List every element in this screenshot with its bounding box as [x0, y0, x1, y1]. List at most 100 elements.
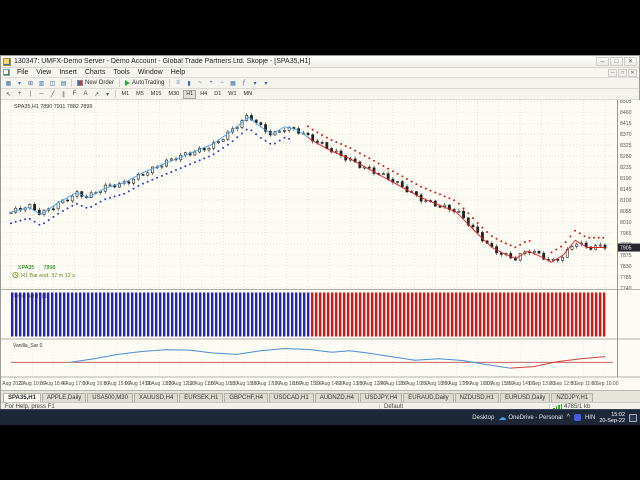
tray-app-icon[interactable] — [573, 414, 581, 421]
timeframe-button[interactable]: D1 — [214, 91, 222, 97]
svg-text:2 Sep 12:00: 2 Sep 12:00 — [549, 381, 576, 387]
symbol-tab[interactable]: GBPCHF,H4 — [224, 393, 268, 402]
menu-item[interactable]: Window — [137, 69, 163, 76]
svg-text:6 Sep 10:00: 6 Sep 10:00 — [592, 381, 619, 387]
symbol-tab[interactable]: APPLE,Daily — [41, 393, 87, 402]
timeframe-button[interactable]: M30 — [168, 91, 180, 97]
timeframe-button[interactable]: W1 — [228, 91, 237, 97]
svg-text:8370: 8370 — [620, 132, 632, 138]
terminal-icon[interactable]: ▤ — [60, 80, 67, 87]
tray-expand-icon[interactable]: ^ — [566, 414, 570, 421]
zoom-in-icon[interactable]: + — [209, 80, 213, 86]
svg-text:SPA35 7898: SPA35 7898 — [18, 265, 55, 271]
shapes-dropdown-icon[interactable]: ▾ — [105, 91, 109, 98]
chart-area[interactable]: 8505 8460 8415 8370 8325 8280 8235 8190 8145 8100… — [1, 100, 640, 390]
svg-text:8505: 8505 — [620, 100, 632, 105]
status-profile[interactable]: Default — [379, 403, 549, 410]
timeframe-button[interactable]: M5 — [136, 91, 144, 97]
cursor-tool-icon[interactable]: ↖ — [5, 91, 12, 98]
periods-dropdown-icon[interactable]: ▾ — [253, 80, 257, 87]
connection-bars-icon — [553, 403, 562, 410]
svg-text:8325: 8325 — [620, 143, 632, 149]
chart-candles-icon[interactable]: ▮ — [187, 80, 191, 87]
connection-traffic: 4785/1 kb — [564, 403, 591, 410]
tile-windows-icon[interactable]: ▦ — [230, 80, 236, 87]
svg-text:3 Aug 10:00: 3 Aug 10:00 — [19, 381, 46, 387]
menu-item[interactable]: Tools — [113, 69, 130, 76]
menu-item[interactable]: View — [36, 69, 52, 76]
profiles-dropdown-icon[interactable]: ▾ — [17, 80, 21, 87]
timeframe-button[interactable]: H1 — [183, 89, 197, 99]
arrow-tool-icon[interactable]: ↗ — [93, 91, 100, 98]
templates-dropdown-icon[interactable]: ▾ — [264, 80, 268, 87]
fibonacci-tool-icon[interactable]: F — [72, 91, 77, 97]
chart-bars-icon[interactable]: ≡ — [176, 80, 180, 86]
title-bar[interactable]: 130347: UMFX-Demo Server - Demo Account … — [1, 56, 639, 68]
channel-tool-icon[interactable]: ∥ — [62, 91, 65, 98]
taskbar-clock[interactable]: 15:02 20-Sep-22 — [599, 412, 625, 424]
menu-item[interactable]: Help — [170, 69, 186, 76]
symbol-tab[interactable]: USDJPY,H4 — [360, 393, 403, 402]
svg-text:Vanilla_Sar 0: Vanilla_Sar 0 — [13, 343, 43, 349]
svg-text:Trend bars(1) 1: Trend bars(1) 1 — [13, 294, 47, 300]
close-button[interactable]: ✕ — [624, 57, 637, 66]
timeframe-button[interactable]: M15 — [150, 91, 162, 97]
child-minimize-button[interactable]: ─ — [608, 68, 617, 77]
new-order-button[interactable]: New Order — [74, 79, 117, 88]
onedrive-status[interactable]: ☁ OneDrive - Personal — [498, 412, 563, 422]
svg-text:16 Aug 17:00: 16 Aug 17:00 — [251, 381, 281, 387]
svg-text:1 Sep 13:00: 1 Sep 13:00 — [528, 381, 555, 387]
svg-text:7965: 7965 — [620, 231, 632, 237]
navigator-icon[interactable]: ◫ — [49, 80, 56, 87]
svg-text:8415: 8415 — [620, 121, 632, 127]
svg-text:5 Aug 16:00: 5 Aug 16:00 — [83, 381, 110, 387]
timeframe-button[interactable]: MN — [243, 91, 253, 97]
crosshair-tool-icon[interactable]: + — [17, 91, 22, 97]
symbol-tab[interactable]: EURAUD,Daily — [403, 393, 454, 402]
svg-text:5 Sep 11:00: 5 Sep 11:00 — [570, 381, 597, 387]
timeframe-buttons: M1 M5 M15 M30 H1 H4 D1 W1 MN — [118, 89, 256, 99]
menu-item[interactable]: Charts — [84, 69, 106, 76]
text-tool-icon[interactable]: A — [83, 91, 88, 97]
menu-item[interactable]: File — [17, 69, 29, 76]
data-window-icon[interactable]: ▥ — [38, 80, 45, 87]
horizontal-line-tool-icon[interactable]: ─ — [39, 91, 44, 97]
maximize-button[interactable]: □ — [610, 57, 623, 66]
vertical-line-tool-icon[interactable]: | — [29, 91, 32, 97]
symbol-tab[interactable]: USDCAD,H1 — [269, 393, 314, 402]
minimize-button[interactable]: ─ — [596, 57, 609, 66]
language-indicator[interactable]: HIN — [584, 414, 596, 421]
svg-text:10 Aug 13:00: 10 Aug 13:00 — [145, 381, 175, 387]
svg-text:23 Aug 12:00: 23 Aug 12:00 — [357, 381, 387, 387]
indicators-icon[interactable]: ƒ — [242, 80, 246, 86]
symbol-tab[interactable]: EURSEK,H1 — [179, 393, 224, 402]
desktop-toolbar[interactable]: Desktop — [472, 414, 495, 421]
svg-text:7905: 7905 — [620, 246, 632, 252]
svg-text:24 Aug 11:00: 24 Aug 11:00 — [378, 381, 407, 387]
svg-text:31 Aug 14:00: 31 Aug 14:00 — [505, 381, 535, 387]
new-chart-icon[interactable]: ▦ — [5, 80, 12, 87]
svg-text:8280: 8280 — [620, 154, 632, 160]
symbol-tab[interactable]: NZDJPY,H1 — [551, 393, 594, 402]
svg-text:7740: 7740 — [620, 286, 632, 292]
symbol-tab[interactable]: EURUSD,Daily — [499, 393, 551, 402]
zoom-out-icon[interactable]: − — [220, 80, 224, 86]
market-watch-icon[interactable]: ⊞ — [27, 80, 34, 87]
timeframe-button[interactable]: H4 — [200, 91, 208, 97]
notification-center-icon[interactable] — [629, 413, 637, 422]
trendline-tool-icon[interactable]: ╱ — [50, 91, 55, 98]
svg-text:9 Aug 14:00: 9 Aug 14:00 — [125, 381, 152, 387]
price-chart[interactable]: 8505 8460 8415 8370 8325 8280 8235 8190 8145 8100… — [1, 100, 640, 390]
menu-item[interactable]: Insert — [59, 69, 77, 76]
autotrading-button[interactable]: AutoTrading — [122, 79, 167, 88]
child-close-button[interactable]: ✕ — [628, 68, 637, 77]
symbol-tab[interactable]: NZDUSD,H1 — [454, 393, 499, 402]
timeframe-button[interactable]: M1 — [121, 91, 130, 97]
child-restore-button[interactable]: □ — [618, 68, 627, 77]
symbol-tab[interactable]: XAUUSD,H4 — [133, 393, 179, 402]
chart-line-icon[interactable]: ~ — [198, 80, 202, 86]
symbol-tab[interactable]: USA500,M30 — [87, 393, 133, 402]
symbol-tab[interactable]: SPA35,H1 — [3, 393, 41, 402]
symbol-tab[interactable]: AUDNZD,H4 — [314, 393, 360, 402]
